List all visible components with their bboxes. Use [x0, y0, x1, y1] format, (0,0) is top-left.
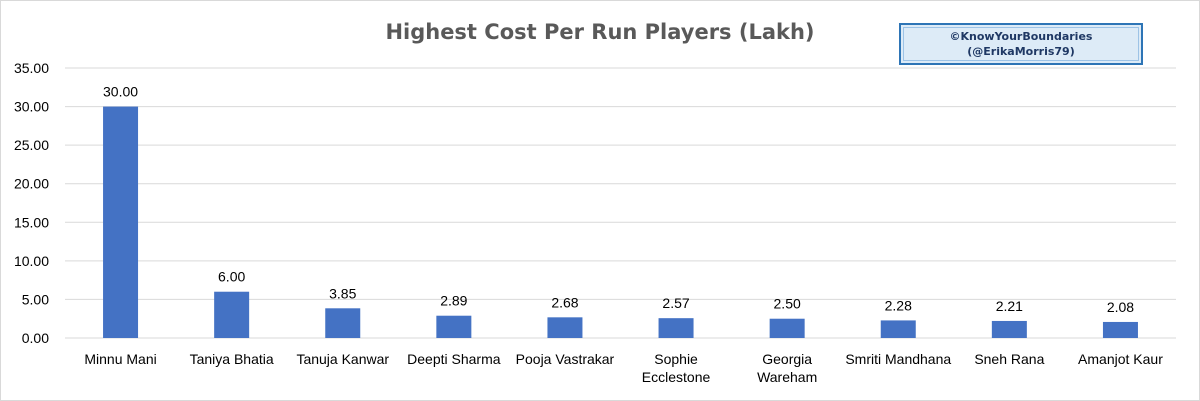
data-label: 2.57	[662, 295, 689, 311]
category-label: Minnu Mani	[84, 351, 156, 367]
y-tick-label: 15.00	[14, 214, 49, 230]
category-label: Deepti Sharma	[407, 351, 501, 367]
category-labels: Minnu Mani Taniya Bhatia Tanuja Kanwar Deep…	[84, 351, 1163, 385]
y-tick-label: 10.00	[14, 253, 49, 269]
data-label: 6.00	[218, 269, 245, 285]
category-label: Pooja Vastrakar	[516, 351, 615, 367]
bar	[436, 315, 472, 338]
category-label: Georgia Wareham	[757, 351, 817, 385]
chart-title: Highest Cost Per Run Players (Lakh)	[385, 20, 814, 44]
category-label: Sneh Rana	[974, 351, 1044, 367]
bars	[103, 106, 1138, 338]
y-tick-label: 25.00	[14, 137, 49, 153]
data-label: 30.00	[103, 84, 138, 100]
data-label: 2.89	[440, 293, 467, 309]
y-axis-tick-labels: 0.00 5.00 10.00 15.00 20.00 25.00 30.00 35.00	[14, 60, 49, 346]
data-label: 2.50	[774, 296, 801, 312]
bar	[547, 317, 583, 338]
category-label: Taniya Bhatia	[190, 351, 274, 367]
bar	[880, 320, 916, 338]
data-label: 3.85	[329, 285, 356, 301]
category-label: Sophie Ecclestone	[642, 351, 711, 385]
bar	[769, 318, 805, 338]
watermark-handle-line2: (@ErikaMorris79)	[967, 45, 1075, 58]
data-label: 2.21	[996, 298, 1023, 314]
category-label: Smriti Mandhana	[845, 351, 951, 367]
bar	[991, 320, 1027, 338]
bar	[325, 308, 361, 338]
watermark-handle-line1: ©KnowYourBoundaries	[949, 30, 1093, 43]
y-tick-label: 35.00	[14, 60, 49, 76]
y-tick-label: 30.00	[14, 99, 49, 115]
data-label: 2.68	[551, 294, 578, 310]
bar	[103, 106, 139, 338]
y-tick-label: 20.00	[14, 176, 49, 192]
category-label: Tanuja Kanwar	[296, 351, 389, 367]
gridlines	[65, 67, 1176, 339]
y-tick-label: 0.00	[22, 330, 49, 346]
data-label: 2.28	[885, 297, 912, 313]
data-labels: 30.00 6.00 3.85 2.89 2.68 2.57 2.50 2.28 2.21 2.0…	[103, 84, 1134, 315]
data-label: 2.08	[1107, 299, 1134, 315]
y-tick-label: 5.00	[22, 291, 49, 307]
bar	[214, 291, 250, 338]
category-label: Amanjot Kaur	[1078, 351, 1163, 367]
bar	[658, 318, 694, 338]
bar	[1102, 321, 1138, 338]
watermark-box: ©KnowYourBoundaries (@ErikaMorris79)	[899, 23, 1143, 65]
